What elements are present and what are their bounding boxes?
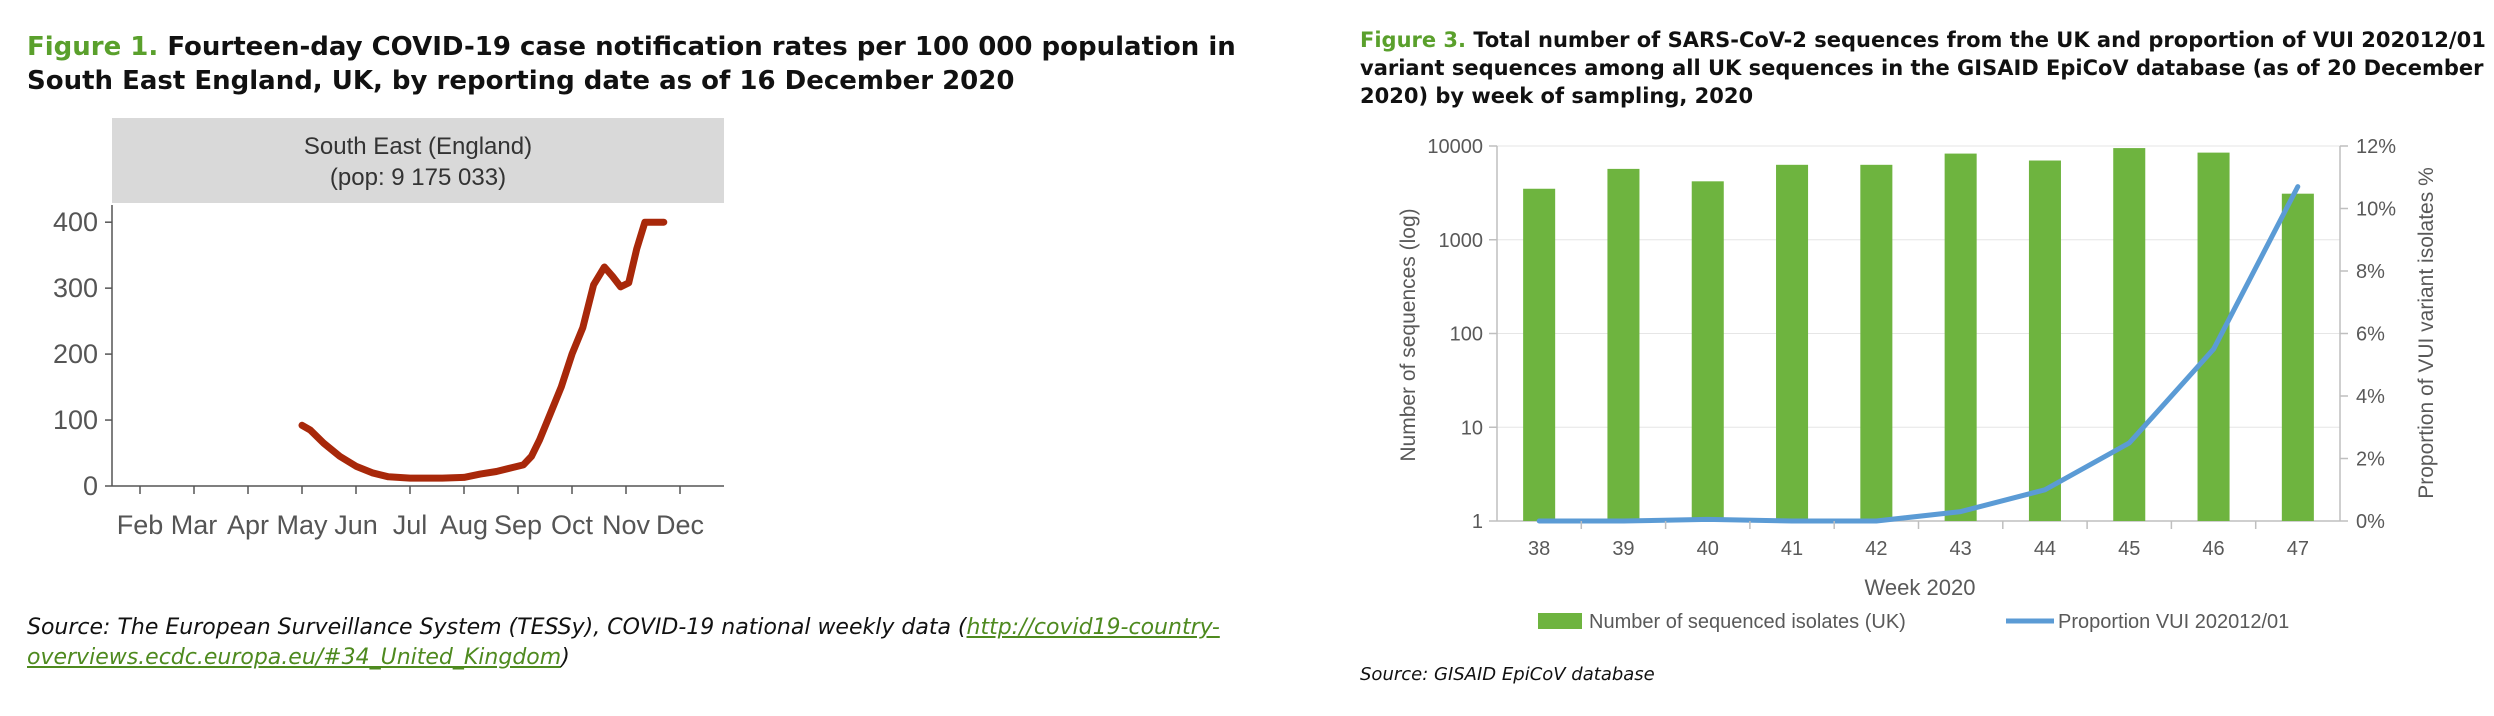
chart1-subtitle: (pop: 9 175 033) <box>330 164 506 191</box>
chart2-y-tick-label: 1 <box>1472 511 1483 533</box>
chart2-y-tick-label: 100 <box>1450 324 1483 346</box>
chart2-x-label: Week 2020 <box>1865 575 1976 600</box>
chart2-bar <box>1691 181 1724 521</box>
chart1-month-label: Mar <box>171 510 218 540</box>
chart2-bar <box>1607 168 1640 522</box>
figure1-source-prefix: Source: The European Surveillance System… <box>27 615 967 640</box>
chart2-bar <box>2281 193 2314 521</box>
chart1-month-label: Jun <box>334 510 378 540</box>
chart2-x-tick-label: 46 <box>2202 538 2224 560</box>
chart1-y-tick-label: 100 <box>53 405 98 435</box>
chart2-y2-tick-label: 12% <box>2356 136 2396 158</box>
chart2-y2-label: Proportion of VUI variant isolates % <box>2415 167 2438 499</box>
figure3-number: Figure 3. <box>1360 28 1467 52</box>
chart2-x-tick-label: 41 <box>1781 538 1803 560</box>
chart1-month-label: Feb <box>117 510 164 540</box>
chart2-legend-swatch-bars <box>1538 613 1582 629</box>
chart2-y-tick-label: 10 <box>1461 417 1483 439</box>
chart2-x-tick-label: 47 <box>2287 538 2309 560</box>
chart1-header-band <box>112 118 724 203</box>
figure1-title: Figure 1. Fourteen-day COVID-19 case not… <box>27 30 1317 98</box>
figure1-source-suffix: ) <box>561 645 570 670</box>
chart1-y-tick-label: 0 <box>83 471 98 501</box>
chart2-bar <box>2028 160 2061 521</box>
chart2-y-tick-label: 10000 <box>1427 136 1483 158</box>
chart2-bar <box>1523 188 1556 521</box>
chart1-series-line <box>298 218 668 482</box>
chart2-bar <box>1860 164 1893 521</box>
chart2-bar <box>2197 152 2230 521</box>
chart1-y-tick-label: 200 <box>53 339 98 369</box>
chart2-y2-tick-label: 6% <box>2356 324 2385 346</box>
chart1-month-label: Apr <box>227 510 269 540</box>
chart2-y-label: Number of sequences (log) <box>1397 208 1420 461</box>
chart2-x-tick-label: 38 <box>1528 538 1550 560</box>
chart2-x-tick-label: 42 <box>1865 538 1887 560</box>
figure3-source: Source: GISAID EpiCoV database <box>1360 664 1655 685</box>
chart1-month-label: May <box>276 510 328 540</box>
figure3-title: Figure 3. Total number of SARS-CoV-2 seq… <box>1360 26 2490 110</box>
chart1-y-tick-label: 400 <box>53 207 98 237</box>
chart1-month-label: Aug <box>440 510 488 540</box>
chart2-y-tick-label: 1000 <box>1439 230 1484 252</box>
chart1-month-label: Oct <box>551 510 594 540</box>
figure1-title-text: Fourteen-day COVID-19 case notification … <box>27 32 1236 96</box>
chart1-month-label: Dec <box>656 510 704 540</box>
figure3-title-text: Total number of SARS-CoV-2 sequences fro… <box>1360 28 2486 108</box>
chart1-month-label: Sep <box>494 510 542 540</box>
figure1-number: Figure 1. <box>27 32 159 62</box>
chart2-y2-tick-label: 0% <box>2356 511 2385 533</box>
chart1-month-label: Nov <box>602 510 651 540</box>
chart2-y2-tick-label: 4% <box>2356 386 2385 408</box>
chart1-month-label: Jul <box>393 510 428 540</box>
chart2-bar <box>2113 148 2146 521</box>
chart2-x-tick-label: 44 <box>2034 538 2056 560</box>
chart2-x-tick-label: 39 <box>1612 538 1634 560</box>
chart2-y2-tick-label: 8% <box>2356 261 2385 283</box>
chart2-bar <box>1944 153 1977 521</box>
chart2-y2-tick-label: 10% <box>2356 199 2396 221</box>
chart2-legend-label-line: Proportion VUI 202012/01 <box>2058 611 2289 633</box>
chart2-legend-label-bars: Number of sequenced isolates (UK) <box>1589 611 1906 633</box>
chart1-title: South East (England) <box>304 133 532 160</box>
chart2-x-tick-label: 43 <box>1950 538 1972 560</box>
chart1-y-tick-label: 300 <box>53 273 98 303</box>
chart2-proportion-line <box>1536 184 2301 524</box>
chart2-x-tick-label: 40 <box>1697 538 1719 560</box>
figure1-source-link[interactable]: http://covid19-country-overviews.ecdc.eu… <box>27 615 1220 670</box>
chart2-x-tick-label: 45 <box>2118 538 2140 560</box>
figure1-source: Source: The European Surveillance System… <box>27 613 1277 673</box>
chart2-bar <box>1776 164 1809 521</box>
chart2-y2-tick-label: 2% <box>2356 449 2385 471</box>
